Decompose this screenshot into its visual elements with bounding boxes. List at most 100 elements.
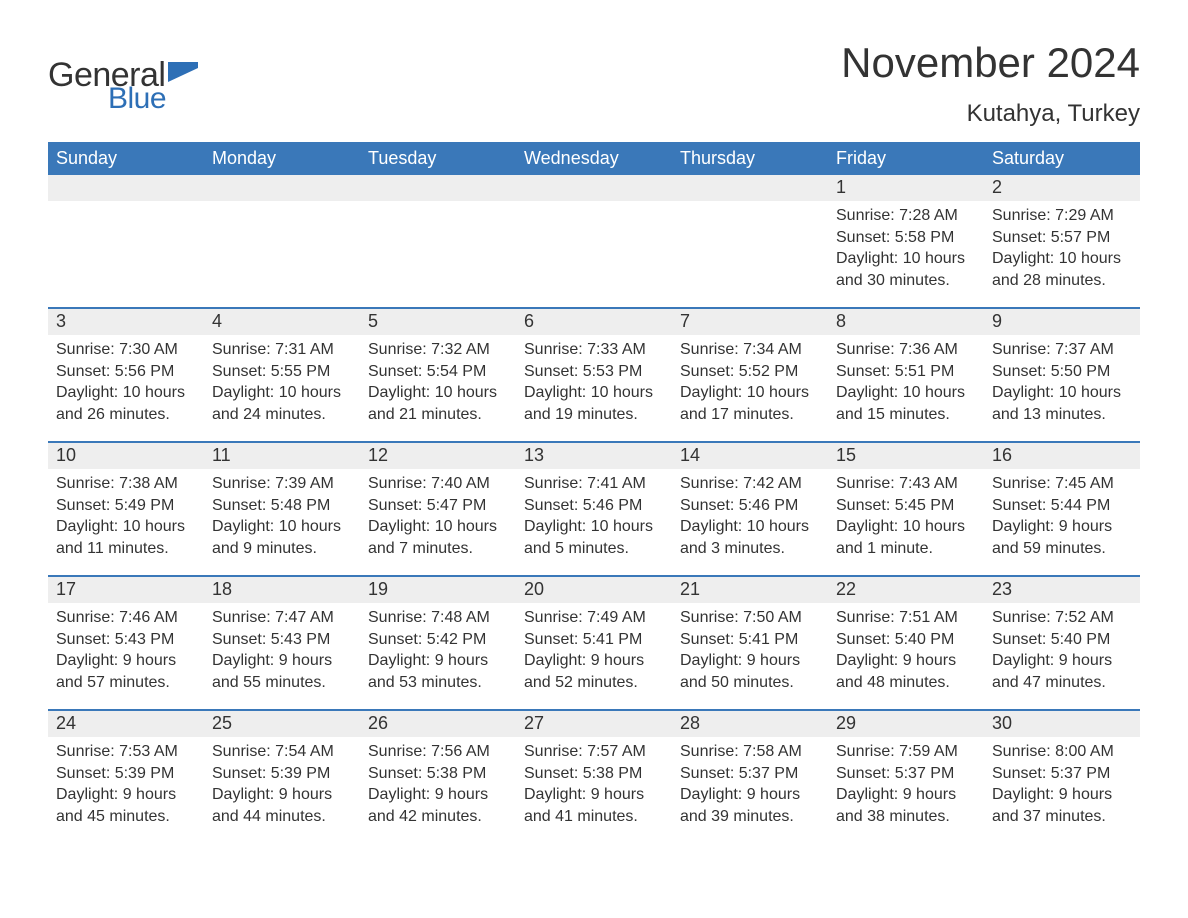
calendar-day-cell xyxy=(516,175,672,307)
day-body: Sunrise: 7:43 AMSunset: 5:45 PMDaylight:… xyxy=(828,469,984,563)
calendar-day-cell xyxy=(48,175,204,307)
sunrise-text: Sunrise: 7:29 AM xyxy=(992,205,1132,227)
day-number: 29 xyxy=(828,711,984,737)
daylight-text: Daylight: 9 hours and 39 minutes. xyxy=(680,784,820,827)
sunset-text: Sunset: 5:50 PM xyxy=(992,361,1132,383)
day-number: 23 xyxy=(984,577,1140,603)
calendar-day-cell: 9Sunrise: 7:37 AMSunset: 5:50 PMDaylight… xyxy=(984,309,1140,441)
sunrise-text: Sunrise: 7:30 AM xyxy=(56,339,196,361)
day-number: 5 xyxy=(360,309,516,335)
daylight-text: Daylight: 10 hours and 7 minutes. xyxy=(368,516,508,559)
calendar-day-cell: 30Sunrise: 8:00 AMSunset: 5:37 PMDayligh… xyxy=(984,711,1140,843)
sunset-text: Sunset: 5:57 PM xyxy=(992,227,1132,249)
day-number: 18 xyxy=(204,577,360,603)
sunrise-text: Sunrise: 7:32 AM xyxy=(368,339,508,361)
daylight-text: Daylight: 10 hours and 17 minutes. xyxy=(680,382,820,425)
daylight-text: Daylight: 9 hours and 41 minutes. xyxy=(524,784,664,827)
calendar-day-cell: 27Sunrise: 7:57 AMSunset: 5:38 PMDayligh… xyxy=(516,711,672,843)
day-number: 24 xyxy=(48,711,204,737)
day-number: 30 xyxy=(984,711,1140,737)
sunset-text: Sunset: 5:39 PM xyxy=(212,763,352,785)
weekday-header: Saturday xyxy=(984,142,1140,175)
day-number: 16 xyxy=(984,443,1140,469)
sunset-text: Sunset: 5:56 PM xyxy=(56,361,196,383)
calendar-day-cell: 2Sunrise: 7:29 AMSunset: 5:57 PMDaylight… xyxy=(984,175,1140,307)
daylight-text: Daylight: 10 hours and 28 minutes. xyxy=(992,248,1132,291)
sunset-text: Sunset: 5:55 PM xyxy=(212,361,352,383)
day-body: Sunrise: 7:59 AMSunset: 5:37 PMDaylight:… xyxy=(828,737,984,831)
daylight-text: Daylight: 9 hours and 37 minutes. xyxy=(992,784,1132,827)
sunrise-text: Sunrise: 7:56 AM xyxy=(368,741,508,763)
day-body: Sunrise: 7:30 AMSunset: 5:56 PMDaylight:… xyxy=(48,335,204,429)
calendar-day-cell: 24Sunrise: 7:53 AMSunset: 5:39 PMDayligh… xyxy=(48,711,204,843)
calendar-day-cell: 10Sunrise: 7:38 AMSunset: 5:49 PMDayligh… xyxy=(48,443,204,575)
calendar-week: 10Sunrise: 7:38 AMSunset: 5:49 PMDayligh… xyxy=(48,441,1140,575)
sunset-text: Sunset: 5:37 PM xyxy=(836,763,976,785)
calendar-day-cell: 11Sunrise: 7:39 AMSunset: 5:48 PMDayligh… xyxy=(204,443,360,575)
sunrise-text: Sunrise: 7:36 AM xyxy=(836,339,976,361)
sunrise-text: Sunrise: 7:59 AM xyxy=(836,741,976,763)
day-number: 28 xyxy=(672,711,828,737)
sunrise-text: Sunrise: 7:40 AM xyxy=(368,473,508,495)
day-body: Sunrise: 7:56 AMSunset: 5:38 PMDaylight:… xyxy=(360,737,516,831)
day-number: 15 xyxy=(828,443,984,469)
sunset-text: Sunset: 5:53 PM xyxy=(524,361,664,383)
day-number: 4 xyxy=(204,309,360,335)
day-number: 8 xyxy=(828,309,984,335)
sunrise-text: Sunrise: 7:38 AM xyxy=(56,473,196,495)
weekday-header: Thursday xyxy=(672,142,828,175)
day-body: Sunrise: 7:45 AMSunset: 5:44 PMDaylight:… xyxy=(984,469,1140,563)
daylight-text: Daylight: 10 hours and 24 minutes. xyxy=(212,382,352,425)
sunset-text: Sunset: 5:45 PM xyxy=(836,495,976,517)
sunrise-text: Sunrise: 8:00 AM xyxy=(992,741,1132,763)
calendar-day-cell: 7Sunrise: 7:34 AMSunset: 5:52 PMDaylight… xyxy=(672,309,828,441)
sunset-text: Sunset: 5:58 PM xyxy=(836,227,976,249)
day-body xyxy=(48,201,204,209)
sunset-text: Sunset: 5:54 PM xyxy=(368,361,508,383)
daylight-text: Daylight: 9 hours and 47 minutes. xyxy=(992,650,1132,693)
calendar: Sunday Monday Tuesday Wednesday Thursday… xyxy=(48,142,1140,843)
day-body: Sunrise: 7:46 AMSunset: 5:43 PMDaylight:… xyxy=(48,603,204,697)
weekday-header: Tuesday xyxy=(360,142,516,175)
calendar-week: 17Sunrise: 7:46 AMSunset: 5:43 PMDayligh… xyxy=(48,575,1140,709)
sunset-text: Sunset: 5:46 PM xyxy=(524,495,664,517)
day-number: 9 xyxy=(984,309,1140,335)
weekday-header: Friday xyxy=(828,142,984,175)
calendar-day-cell: 1Sunrise: 7:28 AMSunset: 5:58 PMDaylight… xyxy=(828,175,984,307)
daylight-text: Daylight: 10 hours and 3 minutes. xyxy=(680,516,820,559)
sunrise-text: Sunrise: 7:50 AM xyxy=(680,607,820,629)
calendar-week: 1Sunrise: 7:28 AMSunset: 5:58 PMDaylight… xyxy=(48,175,1140,307)
calendar-day-cell: 25Sunrise: 7:54 AMSunset: 5:39 PMDayligh… xyxy=(204,711,360,843)
day-number: 27 xyxy=(516,711,672,737)
daylight-text: Daylight: 10 hours and 15 minutes. xyxy=(836,382,976,425)
day-body: Sunrise: 7:58 AMSunset: 5:37 PMDaylight:… xyxy=(672,737,828,831)
sunset-text: Sunset: 5:40 PM xyxy=(992,629,1132,651)
sunset-text: Sunset: 5:39 PM xyxy=(56,763,196,785)
day-number: 6 xyxy=(516,309,672,335)
daylight-text: Daylight: 10 hours and 21 minutes. xyxy=(368,382,508,425)
day-number: 26 xyxy=(360,711,516,737)
day-number xyxy=(360,175,516,201)
day-body: Sunrise: 7:57 AMSunset: 5:38 PMDaylight:… xyxy=(516,737,672,831)
calendar-day-cell: 14Sunrise: 7:42 AMSunset: 5:46 PMDayligh… xyxy=(672,443,828,575)
day-body xyxy=(672,201,828,209)
sunrise-text: Sunrise: 7:33 AM xyxy=(524,339,664,361)
daylight-text: Daylight: 9 hours and 45 minutes. xyxy=(56,784,196,827)
day-body: Sunrise: 7:38 AMSunset: 5:49 PMDaylight:… xyxy=(48,469,204,563)
day-body: Sunrise: 7:28 AMSunset: 5:58 PMDaylight:… xyxy=(828,201,984,295)
sunrise-text: Sunrise: 7:54 AM xyxy=(212,741,352,763)
sunrise-text: Sunrise: 7:37 AM xyxy=(992,339,1132,361)
sunrise-text: Sunrise: 7:28 AM xyxy=(836,205,976,227)
day-number: 14 xyxy=(672,443,828,469)
day-number: 22 xyxy=(828,577,984,603)
day-body: Sunrise: 7:41 AMSunset: 5:46 PMDaylight:… xyxy=(516,469,672,563)
calendar-day-cell xyxy=(360,175,516,307)
day-body xyxy=(360,201,516,209)
day-body: Sunrise: 7:36 AMSunset: 5:51 PMDaylight:… xyxy=(828,335,984,429)
day-body: Sunrise: 7:51 AMSunset: 5:40 PMDaylight:… xyxy=(828,603,984,697)
day-number xyxy=(672,175,828,201)
day-body: Sunrise: 7:33 AMSunset: 5:53 PMDaylight:… xyxy=(516,335,672,429)
sunset-text: Sunset: 5:41 PM xyxy=(524,629,664,651)
calendar-day-cell: 12Sunrise: 7:40 AMSunset: 5:47 PMDayligh… xyxy=(360,443,516,575)
header: General Blue November 2024 Kutahya, Turk… xyxy=(48,40,1140,128)
